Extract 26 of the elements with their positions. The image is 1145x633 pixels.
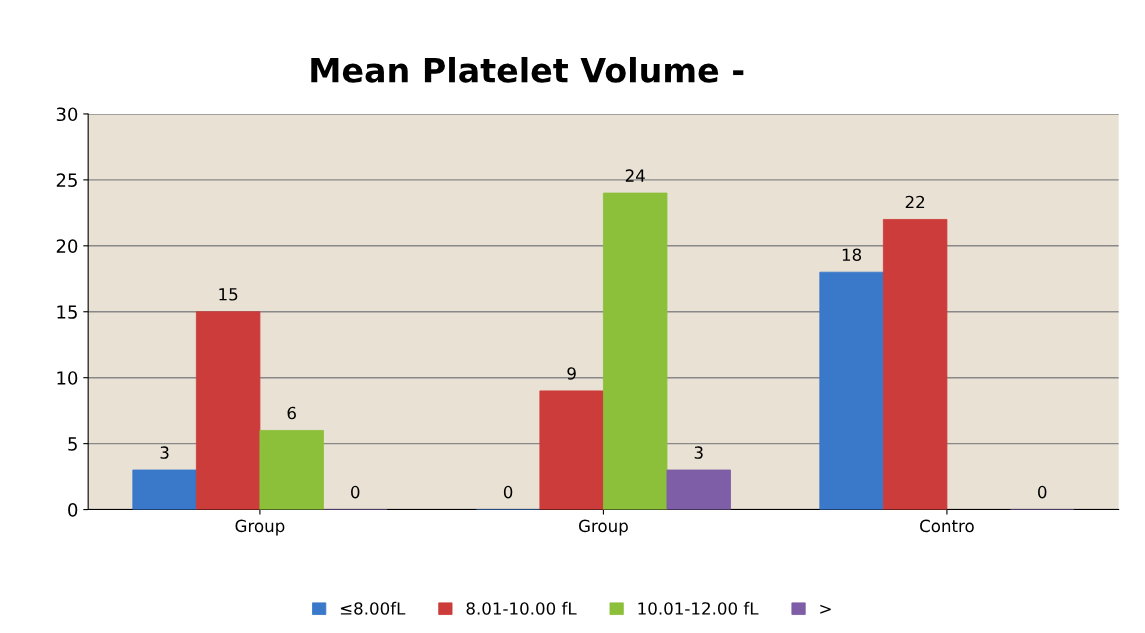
- y-tick-label: 15: [57, 305, 77, 319]
- y-tick-label: 10: [57, 371, 78, 385]
- x-tick-label: Contro: [920, 519, 974, 533]
- data-label: 9: [567, 367, 576, 380]
- data-label: 22: [905, 195, 925, 209]
- legend-label: ≤8.00fL: [340, 601, 406, 615]
- data-label: 15: [219, 288, 238, 301]
- data-label: 0: [351, 485, 360, 499]
- legend-label: >: [820, 604, 831, 614]
- data-label: 3: [694, 446, 703, 459]
- chart-title: Mean Platelet Volume -: [311, 56, 744, 83]
- y-tick-label: 5: [68, 437, 77, 451]
- y-tick-label: 0: [68, 503, 78, 517]
- x-tick-label: Group: [578, 519, 628, 536]
- x-tick-label: Group: [235, 519, 285, 536]
- data-label: 3: [160, 446, 169, 459]
- data-label: 18: [842, 248, 862, 262]
- data-label: 24: [625, 169, 645, 182]
- legend-label: 8.01-10.00 fL: [466, 601, 577, 615]
- data-label: 6: [287, 406, 296, 420]
- y-tick-label: 20: [56, 239, 78, 253]
- y-tick-label: 25: [56, 173, 77, 187]
- y-tick-label: 30: [56, 107, 78, 122]
- data-label: 0: [503, 485, 513, 499]
- data-label: 0: [1038, 485, 1047, 499]
- legend-label: 10.01-12.00 fL: [638, 601, 759, 615]
